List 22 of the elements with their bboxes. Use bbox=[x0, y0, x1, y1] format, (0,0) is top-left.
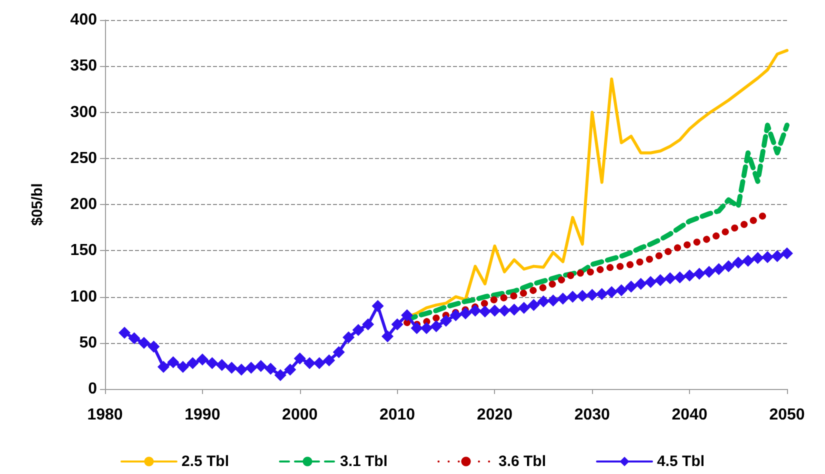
y-tick-label: 200 bbox=[70, 196, 98, 213]
y-tick-label: 150 bbox=[70, 242, 98, 260]
x-tick-label: 2040 bbox=[672, 406, 708, 424]
x-tick-label: 2010 bbox=[379, 406, 416, 424]
y-tick-label: 50 bbox=[79, 334, 98, 352]
legend-label: 3.1 Tbl bbox=[340, 453, 388, 470]
legend-label: 2.5 Tbl bbox=[181, 453, 229, 470]
y-axis-title: $05/bl bbox=[29, 183, 46, 226]
y-tick-label: 250 bbox=[70, 150, 98, 167]
x-tick-label: 1990 bbox=[184, 406, 220, 424]
x-tick-label: 2030 bbox=[574, 406, 610, 424]
x-tick-label: 2050 bbox=[769, 406, 805, 424]
y-tick-label: 100 bbox=[70, 288, 98, 306]
legend-label: 3.6 Tbl bbox=[498, 453, 546, 470]
y-tick-label: 400 bbox=[70, 12, 98, 28]
y-tick-label: 350 bbox=[70, 58, 98, 75]
x-tick-label: 2020 bbox=[476, 406, 513, 424]
x-tick-label: 2000 bbox=[282, 406, 318, 424]
x-tick-label: 1980 bbox=[87, 406, 123, 424]
legend-label: 4.5 Tbl bbox=[657, 453, 705, 470]
y-tick-label: 300 bbox=[70, 104, 98, 121]
y-tick-label: 0 bbox=[88, 380, 98, 398]
